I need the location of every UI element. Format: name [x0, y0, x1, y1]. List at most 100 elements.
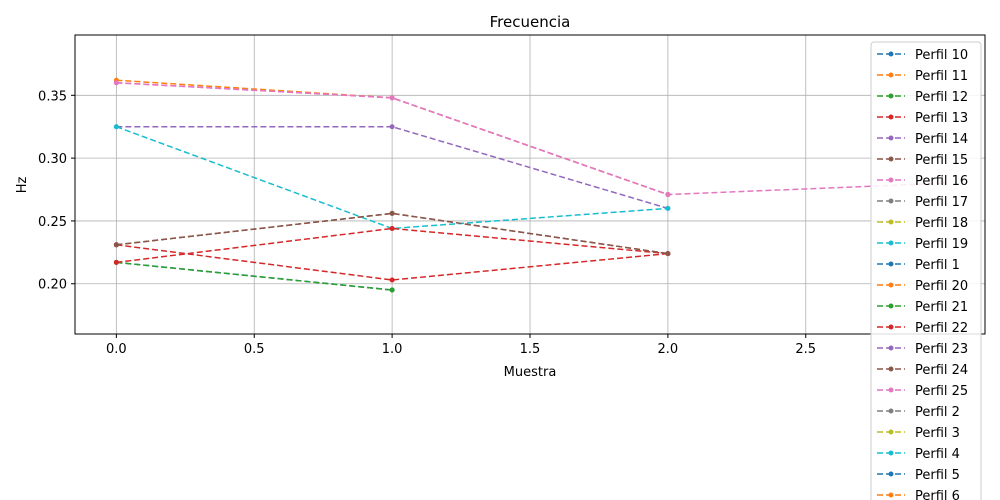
x-tick-label: 0.0	[106, 342, 127, 357]
legend-marker	[888, 72, 894, 78]
series-group	[113, 77, 947, 293]
legend-item: Perfil 6	[877, 489, 960, 500]
x-tick-label: 2.5	[795, 342, 816, 357]
legend-label: Perfil 12	[915, 90, 968, 105]
legend-label: Perfil 25	[915, 384, 968, 399]
legend-item: Perfil 1	[877, 258, 960, 273]
legend-label: Perfil 20	[915, 279, 968, 294]
legend-item: Perfil 13	[877, 111, 968, 126]
legend-marker	[888, 408, 894, 414]
y-tick-label: 0.25	[38, 215, 67, 230]
data-point	[389, 225, 395, 231]
legend-label: Perfil 19	[915, 237, 968, 252]
data-point	[389, 277, 395, 283]
legend-label: Perfil 10	[915, 48, 968, 63]
legend-item: Perfil 18	[877, 216, 968, 231]
legend-item: Perfil 16	[877, 174, 968, 189]
data-point	[113, 242, 119, 248]
legend-label: Perfil 16	[915, 174, 968, 189]
data-point	[113, 80, 119, 86]
data-point	[389, 95, 395, 101]
series-line	[113, 80, 671, 198]
legend-label: Perfil 17	[915, 195, 968, 210]
x-axis: 0.0 0.5 1.0 1.5 2.0 2.5	[106, 334, 816, 357]
legend-marker	[888, 135, 894, 141]
legend-label: Perfil 14	[915, 132, 968, 147]
y-tick-label: 0.35	[38, 89, 67, 104]
legend-marker	[888, 177, 894, 183]
legend-marker	[888, 198, 894, 204]
y-axis: 0.20 0.25 0.30 0.35	[38, 89, 75, 293]
legend-marker	[888, 156, 894, 162]
grid	[75, 35, 985, 334]
legend-item: Perfil 2	[877, 405, 960, 420]
legend-item: Perfil 25	[877, 384, 968, 399]
x-tick-label: 2.0	[658, 342, 679, 357]
x-tick-label: 1.5	[520, 342, 541, 357]
data-point	[665, 205, 671, 211]
legend-marker	[888, 282, 894, 288]
legend-marker	[888, 114, 894, 120]
data-point	[389, 287, 395, 293]
series-line	[113, 210, 671, 257]
legend-marker	[888, 324, 894, 330]
legend-item: Perfil 15	[877, 153, 968, 168]
data-point	[389, 124, 395, 130]
data-point	[389, 210, 395, 216]
legend-marker	[888, 471, 894, 477]
legend-label: Perfil 5	[915, 468, 960, 483]
legend-item: Perfil 21	[877, 300, 968, 315]
legend-marker	[888, 219, 894, 225]
legend-label: Perfil 24	[915, 363, 968, 378]
series-path	[116, 227, 668, 264]
chart-title: Frecuencia	[490, 13, 571, 31]
x-axis-label: Muestra	[504, 365, 557, 380]
x-tick-label: 0.5	[244, 342, 265, 357]
series-path	[116, 212, 668, 255]
legend-item: Perfil 23	[877, 342, 968, 357]
legend-item: Perfil 4	[877, 447, 960, 462]
series-path	[116, 244, 668, 281]
y-axis-label: Hz	[15, 177, 30, 194]
y-tick-label: 0.20	[38, 278, 67, 293]
legend-label: Perfil 3	[915, 426, 960, 441]
legend-box	[870, 41, 982, 500]
legend-label: Perfil 6	[915, 489, 960, 500]
data-point	[113, 124, 119, 130]
series-path	[116, 81, 669, 196]
legend-marker	[888, 492, 894, 498]
legend-label: Perfil 22	[915, 321, 968, 336]
x-tick-label: 1.0	[382, 342, 403, 357]
legend-marker	[888, 303, 894, 309]
legend-item: Perfil 22	[877, 321, 968, 336]
legend-item: Perfil 10	[877, 48, 968, 63]
legend-item: Perfil 3	[877, 426, 960, 441]
series-path	[116, 261, 393, 291]
legend-marker	[888, 387, 894, 393]
legend-item: Perfil 5	[877, 468, 960, 483]
legend-marker	[888, 366, 894, 372]
data-point	[113, 259, 119, 265]
legend-marker	[888, 345, 894, 351]
legend-label: Perfil 2	[915, 405, 960, 420]
legend-label: Perfil 11	[915, 69, 968, 84]
legend-marker	[888, 240, 894, 246]
legend-item: Perfil 17	[877, 195, 968, 210]
legend-item: Perfil 14	[877, 132, 968, 147]
legend-label: Perfil 23	[915, 342, 968, 357]
data-point	[665, 251, 671, 257]
legend-item: Perfil 11	[877, 69, 968, 84]
legend-label: Perfil 4	[915, 447, 960, 462]
legend-marker	[888, 93, 894, 99]
legend-label: Perfil 18	[915, 216, 968, 231]
legend-label: Perfil 15	[915, 153, 968, 168]
legend-item: Perfil 12	[877, 90, 968, 105]
legend-label: Perfil 21	[915, 300, 968, 315]
y-tick-label: 0.30	[38, 152, 67, 167]
legend-marker	[888, 429, 894, 435]
legend: Perfil 10 Perfil 11 Perfil 12 Perfil 13 Perf…	[870, 41, 982, 500]
legend-marker	[888, 450, 894, 456]
legend-item: Perfil 24	[877, 363, 968, 378]
legend-label: Perfil 13	[915, 111, 968, 126]
